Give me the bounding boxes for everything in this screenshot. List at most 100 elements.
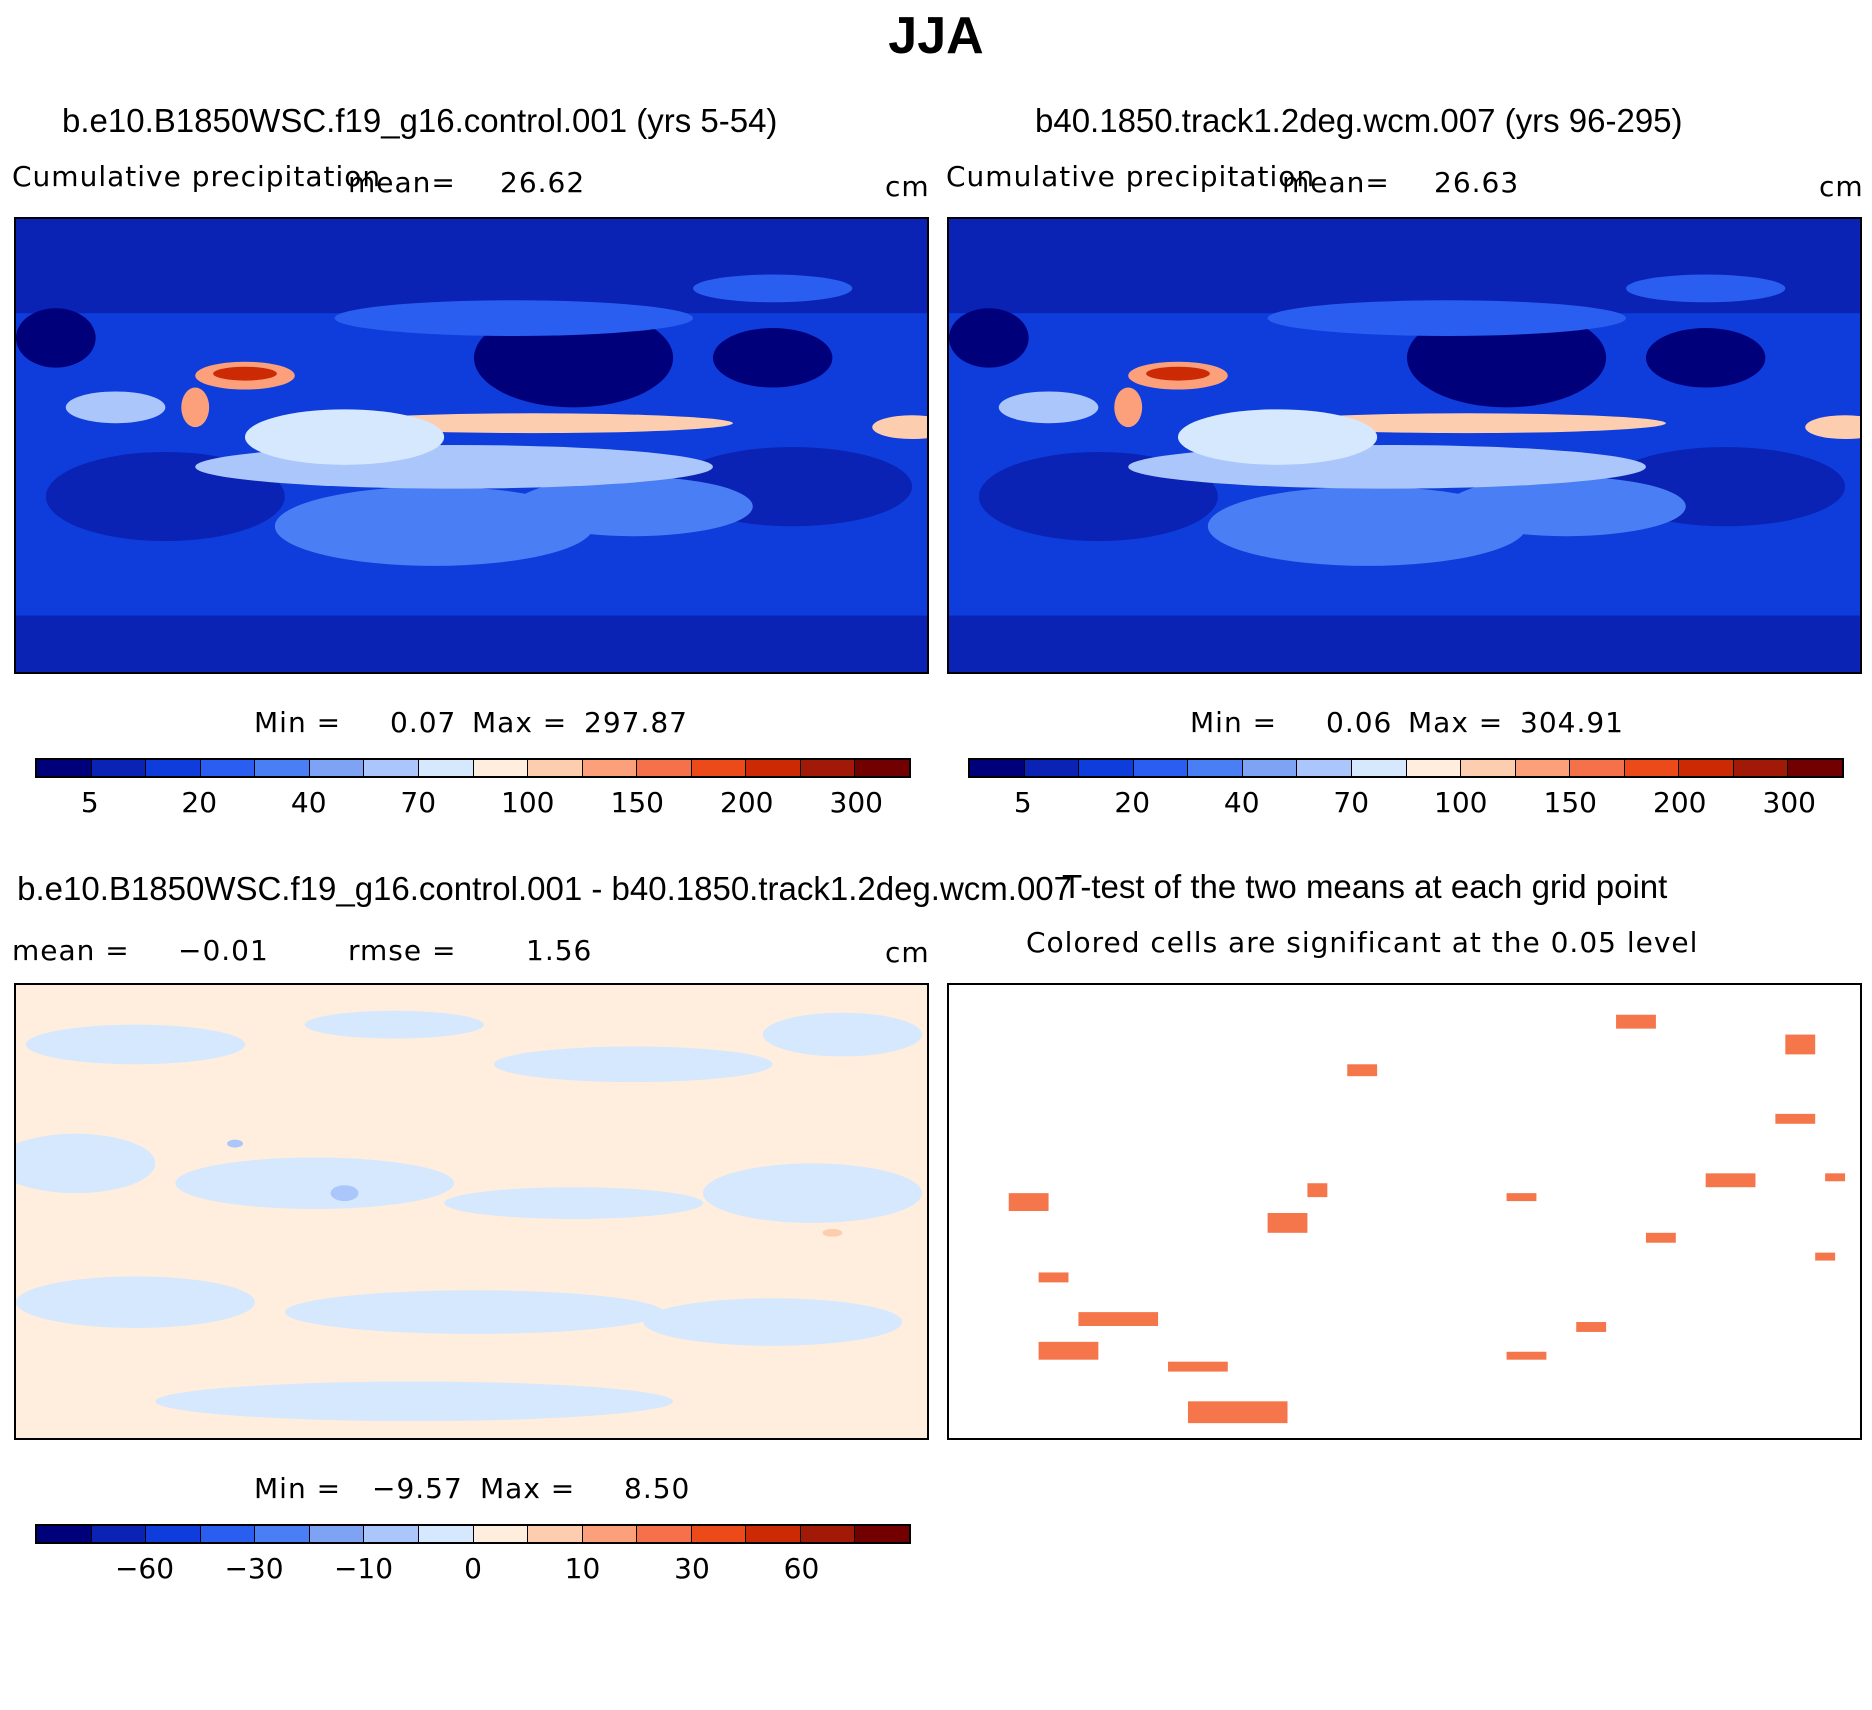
panel2-variable-label: Cumulative precipitation bbox=[946, 160, 1316, 193]
panel2-min-value: 0.06 bbox=[1326, 706, 1393, 739]
colorbar-swatch bbox=[473, 1526, 529, 1542]
colorbar-swatch bbox=[582, 1526, 638, 1542]
colorbar-swatch bbox=[691, 1526, 747, 1542]
colorbar-swatch bbox=[200, 760, 256, 776]
colorbar-swatch bbox=[146, 1526, 201, 1542]
colorbar-swatch bbox=[1188, 760, 1243, 776]
significant-cell bbox=[1038, 1341, 1099, 1360]
colorbar-swatch bbox=[800, 1526, 856, 1542]
colorbar-swatch bbox=[637, 1526, 692, 1542]
colorbar-tick-label: 60 bbox=[783, 1552, 820, 1585]
colorbar-swatch bbox=[418, 760, 474, 776]
panel1-title: b.e10.B1850WSC.f19_g16.control.001 (yrs … bbox=[62, 102, 778, 139]
panel3-rmse-value: 1.56 bbox=[526, 934, 593, 967]
panel1-variable-label: Cumulative precipitation bbox=[12, 160, 382, 193]
colorbar-tick-label: 300 bbox=[829, 786, 883, 819]
panel2-mean-value: 26.63 bbox=[1434, 166, 1520, 199]
panel3-min-label: Min = bbox=[254, 1472, 342, 1505]
colorbar-swatch bbox=[1297, 760, 1352, 776]
panel1-map bbox=[14, 217, 929, 674]
colorbar-tick-label: 100 bbox=[1434, 786, 1488, 819]
significant-cell bbox=[1038, 1272, 1069, 1283]
colorbar-swatch bbox=[1406, 760, 1462, 776]
colorbar-tick-label: 70 bbox=[400, 786, 437, 819]
colorbar-swatch bbox=[309, 1526, 365, 1542]
colorbar-swatch bbox=[37, 760, 92, 776]
colorbar-swatch bbox=[1133, 760, 1189, 776]
significant-cell bbox=[1775, 1113, 1816, 1124]
colorbar-tick-label: 200 bbox=[1653, 786, 1707, 819]
significant-cell bbox=[1347, 1064, 1378, 1077]
colorbar-tick-label: 40 bbox=[290, 786, 327, 819]
panel1-min-value: 0.07 bbox=[390, 706, 457, 739]
colorbar-swatch bbox=[1461, 760, 1516, 776]
panel3-mean-value: −0.01 bbox=[178, 934, 269, 967]
colorbar-swatch bbox=[1570, 760, 1625, 776]
significant-cell bbox=[1645, 1232, 1676, 1243]
colorbar-swatch bbox=[1733, 760, 1789, 776]
panel3-map bbox=[14, 983, 929, 1440]
panel3-colorbar bbox=[35, 1524, 911, 1544]
panel1-colorbar bbox=[35, 758, 911, 778]
significant-cell bbox=[1825, 1173, 1846, 1182]
colorbar-swatch bbox=[691, 760, 747, 776]
panel3-max-value: 8.50 bbox=[624, 1472, 691, 1505]
colorbar-swatch bbox=[200, 1526, 256, 1542]
colorbar-tick-label: 5 bbox=[80, 786, 99, 819]
colorbar-tick-label: 20 bbox=[1114, 786, 1151, 819]
colorbar-swatch bbox=[473, 760, 529, 776]
panel2-map bbox=[947, 217, 1862, 674]
significant-cell bbox=[1506, 1193, 1537, 1202]
significant-cell bbox=[1187, 1401, 1288, 1424]
significant-cell bbox=[1008, 1193, 1049, 1212]
panel3-max-label: Max = bbox=[480, 1472, 576, 1505]
colorbar-tick-label: 40 bbox=[1223, 786, 1260, 819]
colorbar-tick-label: 100 bbox=[501, 786, 555, 819]
colorbar-swatch bbox=[1024, 760, 1080, 776]
colorbar-swatch bbox=[309, 760, 365, 776]
colorbar-swatch bbox=[1079, 760, 1134, 776]
panel3-title: b.e10.B1850WSC.f19_g16.control.001 - b40… bbox=[17, 870, 1072, 907]
panel3-mean-label: mean = bbox=[12, 934, 130, 967]
significant-cell bbox=[1815, 1252, 1836, 1261]
colorbar-swatch bbox=[418, 1526, 474, 1542]
panel1-mean-value: 26.62 bbox=[500, 166, 586, 199]
panel4-title: T-test of the two means at each grid poi… bbox=[1062, 868, 1668, 905]
colorbar-swatch bbox=[746, 1526, 801, 1542]
colorbar-tick-label: 70 bbox=[1333, 786, 1370, 819]
colorbar-tick-label: 5 bbox=[1013, 786, 1032, 819]
panel2-max-label: Max = bbox=[1408, 706, 1504, 739]
significant-cell bbox=[1705, 1173, 1756, 1188]
colorbar-tick-label: −30 bbox=[224, 1552, 284, 1585]
colorbar-swatch bbox=[855, 1526, 909, 1542]
panel1-min-label: Min = bbox=[254, 706, 342, 739]
colorbar-swatch bbox=[364, 1526, 419, 1542]
colorbar-swatch bbox=[970, 760, 1025, 776]
significant-cell bbox=[1506, 1351, 1547, 1360]
panel3-difference-field bbox=[16, 985, 927, 1438]
colorbar-tick-label: −60 bbox=[114, 1552, 175, 1585]
colorbar-swatch bbox=[146, 760, 201, 776]
colorbar-tick-label: 10 bbox=[564, 1552, 601, 1585]
panel2-title: b40.1850.track1.2deg.wcm.007 (yrs 96-295… bbox=[1035, 102, 1683, 139]
colorbar-tick-label: 30 bbox=[674, 1552, 710, 1585]
colorbar-tick-label: 150 bbox=[610, 786, 664, 819]
colorbar-swatch bbox=[255, 760, 310, 776]
panel1-precip-field bbox=[16, 219, 927, 672]
colorbar-swatch bbox=[637, 760, 692, 776]
figure-title: JJA bbox=[888, 7, 984, 65]
significant-cell bbox=[1078, 1312, 1159, 1326]
colorbar-swatch bbox=[1624, 760, 1680, 776]
significant-cell bbox=[1307, 1183, 1328, 1198]
colorbar-swatch bbox=[746, 760, 801, 776]
colorbar-swatch bbox=[364, 760, 419, 776]
panel2-units: cm bbox=[1819, 170, 1864, 203]
panel1-units: cm bbox=[885, 170, 930, 203]
panel1-max-value: 297.87 bbox=[584, 706, 688, 739]
colorbar-tick-label: 200 bbox=[720, 786, 774, 819]
colorbar-tick-label: −10 bbox=[333, 1552, 394, 1585]
colorbar-swatch bbox=[1679, 760, 1734, 776]
colorbar-swatch bbox=[800, 760, 856, 776]
panel4-significance-field bbox=[949, 985, 1860, 1438]
panel2-max-value: 304.91 bbox=[1520, 706, 1624, 739]
